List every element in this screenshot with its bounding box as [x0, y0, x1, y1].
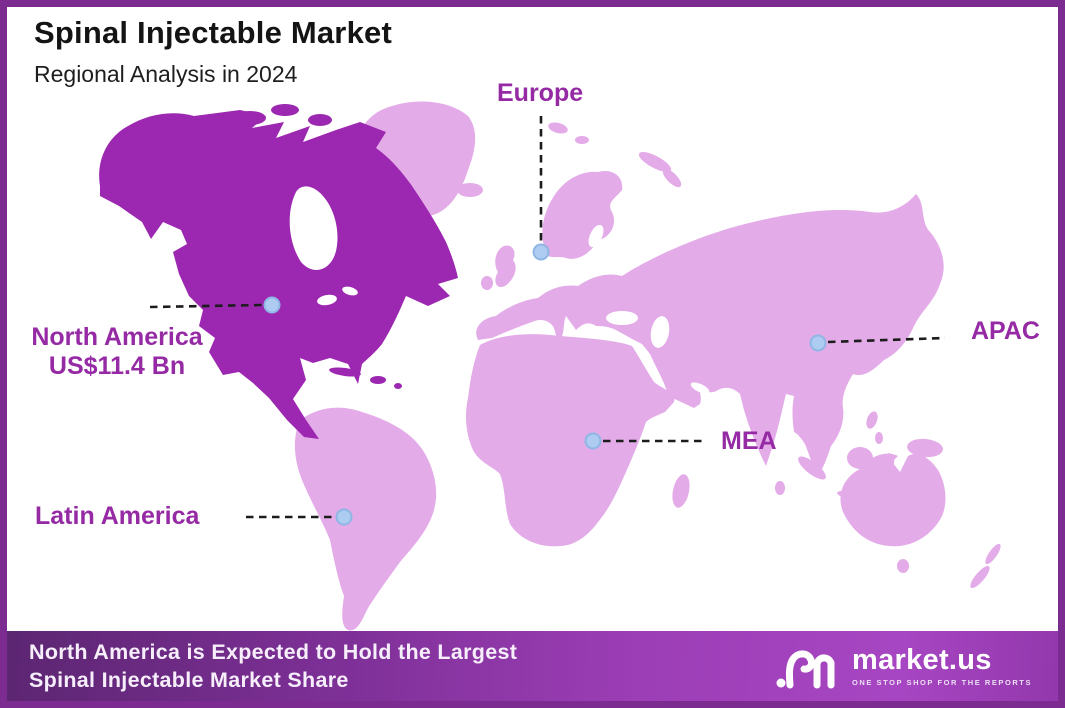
map-persian-gulf: [690, 382, 710, 394]
page-title: Spinal Injectable Market: [34, 15, 392, 50]
map-novaya-zemlya: [638, 152, 672, 172]
marketus-logo: market.us ONE STOP SHOP FOR THE REPORTS: [776, 641, 1032, 691]
map-novaya-zemlya-2: [662, 168, 682, 188]
marker-mea: [584, 432, 602, 450]
map-cuba: [329, 367, 361, 377]
map-sumatra: [798, 456, 826, 480]
region-markers: [263, 243, 827, 526]
sea-cutouts: [588, 224, 710, 394]
map-great-lake-1: [317, 294, 337, 306]
map-uk: [495, 245, 516, 288]
map-black-sea: [606, 311, 638, 325]
map-japan-kyushu: [887, 328, 899, 348]
label-north-america-name: North America: [31, 323, 203, 351]
marketus-logo-name: market.us: [852, 643, 992, 676]
map-australia: [840, 453, 946, 547]
map-sri-lanka: [775, 481, 785, 495]
map-ireland: [481, 276, 493, 290]
map-japan-honshu: [899, 297, 917, 323]
map-south-america: [294, 407, 437, 631]
map-madagascar: [672, 474, 690, 508]
marketus-logo-text: market.us ONE STOP SHOP FOR THE REPORTS: [852, 643, 1032, 687]
connector-lines: [149, 116, 946, 519]
label-north-america: North America US$11.4 Bn: [11, 323, 223, 381]
map-eurasia: [476, 194, 944, 476]
map-philippines: [866, 411, 878, 429]
map-caspian-sea: [650, 316, 670, 348]
marketus-logo-tagline: ONE STOP SHOP FOR THE REPORTS: [852, 677, 1032, 687]
footer-headline-line2: Spinal Injectable Market Share: [29, 668, 349, 692]
footer-banner: North America is Expected to Hold the La…: [7, 631, 1058, 701]
map-arctic-island-3: [308, 114, 332, 126]
map-puerto-rico: [394, 383, 402, 389]
map-africa: [466, 334, 675, 547]
marker-europe: [532, 243, 550, 261]
map-philippines-2: [875, 432, 883, 444]
marker-north-america: [263, 296, 281, 314]
map-new-zealand-north: [985, 543, 1001, 565]
map-hudson-bay: [289, 186, 338, 270]
map-scandinavia: [542, 170, 623, 259]
page-subtitle: Regional Analysis in 2024: [34, 61, 298, 87]
label-latin-america: Latin America: [35, 502, 200, 530]
footer-headline: North America is Expected to Hold the La…: [29, 638, 517, 694]
map-hispaniola: [370, 376, 386, 384]
north-america-water: [289, 186, 358, 306]
map-iceland: [457, 183, 483, 197]
connector-north-america: [149, 303, 263, 309]
map-great-lake-2: [342, 286, 358, 296]
label-europe: Europe: [497, 79, 584, 107]
map-svalbard-2: [575, 136, 589, 144]
header: Spinal Injectable Market Regional Analys…: [34, 15, 392, 88]
highlight-region-north-america: [99, 104, 458, 439]
map-baffin-island: [328, 133, 356, 151]
map-north-america: [99, 110, 458, 439]
map-arctic-island-2: [271, 104, 299, 116]
footer-headline-line1: North America is Expected to Hold the La…: [29, 640, 518, 664]
label-apac: APAC: [971, 317, 1040, 345]
map-svalbard: [548, 122, 568, 134]
map-tasmania: [897, 559, 909, 573]
marker-latin-america: [335, 508, 353, 526]
marker-apac: [809, 334, 827, 352]
world-map: [99, 101, 1001, 631]
map-baltic-sea: [588, 224, 604, 248]
marketus-logo-icon: [776, 650, 835, 689]
map-arctic-island-1: [234, 111, 266, 125]
base-regions: [294, 101, 1001, 631]
connector-apac: [827, 336, 946, 344]
map-new-zealand-south: [970, 565, 990, 589]
map-new-guinea: [907, 438, 943, 458]
label-mea: MEA: [721, 427, 777, 455]
label-north-america-value: US$11.4 Bn: [48, 352, 186, 380]
